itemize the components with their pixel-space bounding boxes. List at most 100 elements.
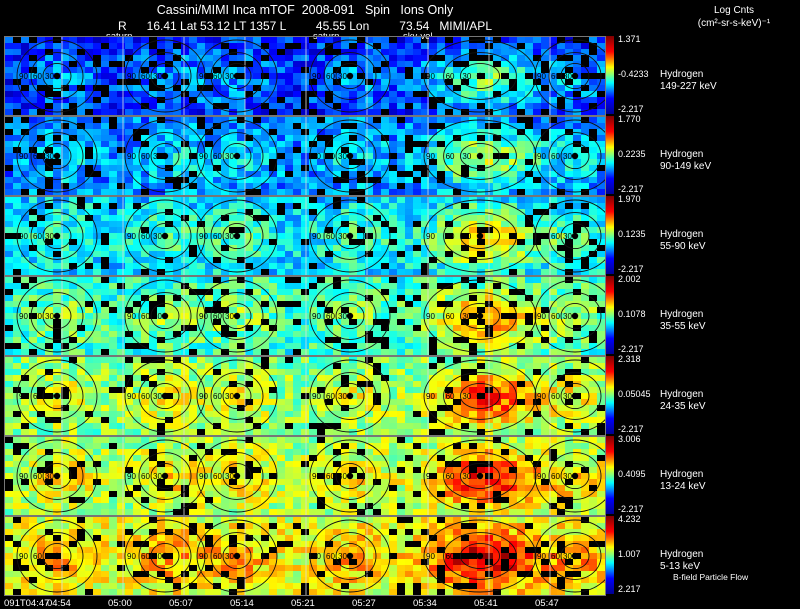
heatmap-cell — [461, 97, 469, 103]
heatmap-cell — [317, 369, 325, 375]
heatmap-cell — [29, 117, 37, 123]
heatmap-cell — [261, 239, 269, 245]
heatmap-cell — [69, 85, 77, 91]
heatmap-cell — [93, 251, 101, 257]
heatmap-cell — [109, 239, 117, 245]
heatmap-cell — [397, 307, 405, 313]
heatmap-cell — [309, 257, 317, 263]
heatmap-cell — [277, 239, 285, 245]
heatmap-cell — [573, 123, 581, 129]
heatmap-cell — [333, 135, 341, 141]
heatmap-cell — [405, 55, 413, 61]
heatmap-cell — [277, 183, 285, 189]
heatmap-cell — [597, 449, 605, 455]
heatmap-cell — [141, 61, 149, 67]
heatmap-cell — [389, 387, 397, 393]
heatmap-cell — [109, 67, 117, 73]
heatmap-cell — [253, 209, 261, 215]
heatmap-cell — [501, 239, 509, 245]
heatmap-cell — [85, 337, 93, 343]
heatmap-cell — [77, 455, 85, 461]
heatmap-cell — [13, 331, 21, 337]
heatmap-cell — [229, 257, 237, 263]
heatmap-cell — [541, 429, 549, 435]
heatmap-cell — [69, 325, 77, 331]
heatmap-cell — [573, 399, 581, 405]
heatmap-cell — [429, 269, 437, 275]
heatmap-cell — [421, 375, 429, 381]
heatmap-cell — [589, 381, 597, 387]
heatmap-cell — [101, 171, 109, 177]
heatmap-cell — [309, 183, 317, 189]
heatmap-cell — [29, 97, 37, 103]
heatmap-cell — [229, 369, 237, 375]
heatmap-cell — [5, 461, 13, 467]
heatmap-cell — [509, 443, 517, 449]
heatmap-cell — [301, 177, 309, 183]
heatmap-cell — [381, 67, 389, 73]
heatmap-cell — [533, 197, 541, 203]
heatmap-cell — [381, 417, 389, 423]
heatmap-cell — [245, 449, 253, 455]
heatmap-cell — [125, 177, 133, 183]
heatmap-cell — [573, 135, 581, 141]
heatmap-cell — [365, 455, 373, 461]
heatmap-cell — [397, 443, 405, 449]
heatmap-cell — [157, 55, 165, 61]
heatmap-cell — [213, 221, 221, 227]
heatmap-cell — [13, 227, 21, 233]
contour-label: 60 — [213, 312, 222, 321]
heatmap-cell — [533, 319, 541, 325]
heatmap-cell — [5, 209, 13, 215]
heatmap-cell — [381, 123, 389, 129]
heatmap-cell — [261, 147, 269, 153]
heatmap-cell — [573, 209, 581, 215]
heatmap-cell — [189, 209, 197, 215]
heatmap-cell — [389, 183, 397, 189]
heatmap-cell — [93, 239, 101, 245]
heatmap-cell — [373, 411, 381, 417]
heatmap-cell — [413, 251, 421, 257]
heatmap-cell — [53, 43, 61, 49]
heatmap-cell — [109, 423, 117, 429]
heatmap-cell — [229, 135, 237, 141]
heatmap-cell — [277, 393, 285, 399]
heatmap-cell — [525, 269, 533, 275]
heatmap-cell — [85, 251, 93, 257]
heatmap-cell — [205, 251, 213, 257]
heatmap-cell — [461, 141, 469, 147]
heatmap-cell — [501, 343, 509, 349]
heatmap-cell — [349, 171, 357, 177]
heatmap-cell — [541, 387, 549, 393]
heatmap-cell — [21, 417, 29, 423]
heatmap-cell — [477, 61, 485, 67]
heatmap-cell — [149, 263, 157, 269]
heatmap-cell — [453, 405, 461, 411]
heatmap-cell — [261, 141, 269, 147]
heatmap-cell — [197, 165, 205, 171]
contour-label: 90 — [537, 312, 546, 321]
contour-label: 30 — [45, 232, 54, 241]
heatmap-cell — [573, 375, 581, 381]
heatmap-cell — [317, 85, 325, 91]
heatmap-cell — [589, 417, 597, 423]
heatmap-cell — [141, 153, 149, 159]
heatmap-cell — [253, 405, 261, 411]
heatmap-cell — [277, 147, 285, 153]
heatmap-cell — [149, 123, 157, 129]
heatmap-cell — [381, 363, 389, 369]
heatmap-cell — [181, 449, 189, 455]
heatmap-cell — [453, 277, 461, 283]
heatmap-cell — [293, 313, 301, 319]
heatmap-cell — [69, 159, 77, 165]
heatmap-cell — [109, 357, 117, 363]
heatmap-cell — [141, 171, 149, 177]
heatmap-cell — [461, 227, 469, 233]
heatmap-cell — [277, 245, 285, 251]
heatmap-cell — [429, 245, 437, 251]
heatmap-cell — [109, 295, 117, 301]
heatmap-cell — [77, 251, 85, 257]
heatmap-cell — [341, 251, 349, 257]
heatmap-cell — [61, 67, 69, 73]
heatmap-cell — [565, 135, 573, 141]
